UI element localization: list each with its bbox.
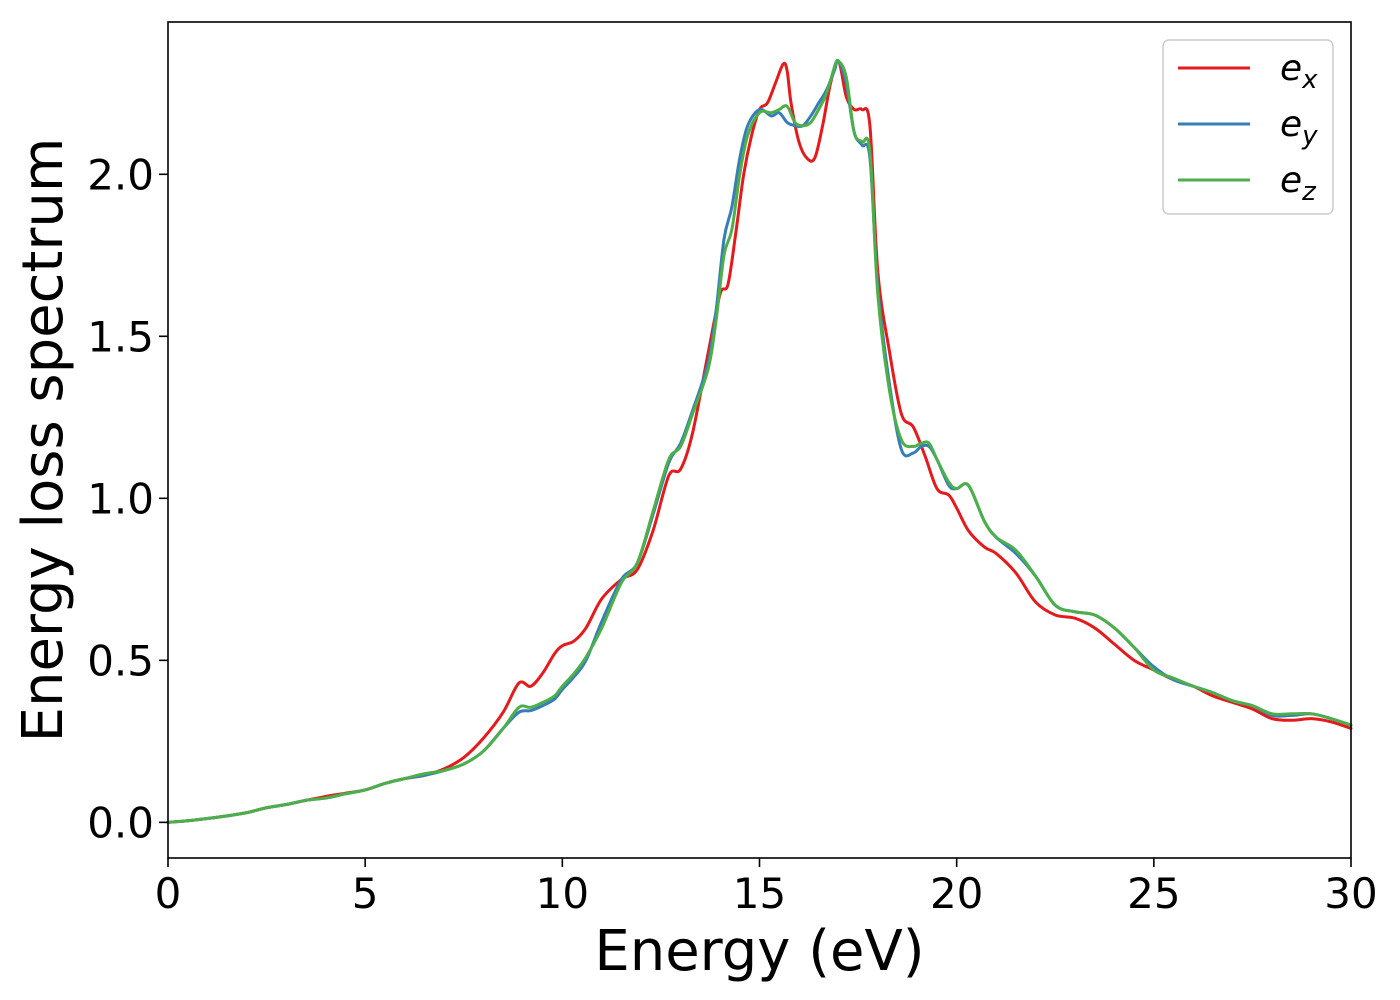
x-tick-label: 25 — [1127, 869, 1180, 918]
y-tick-label: 0.0 — [87, 798, 154, 847]
x-tick-label: 30 — [1324, 869, 1377, 918]
legend-label-x: ex — [1280, 48, 1318, 95]
y-tick-label: 1.5 — [87, 312, 154, 361]
x-axis-ticks: 0 5 10 15 20 25 30 — [155, 858, 1378, 918]
x-tick-label: 10 — [536, 869, 589, 918]
legend-box — [1162, 39, 1334, 215]
series-layer — [166, 58, 1353, 824]
x-tick-label: 0 — [155, 869, 182, 918]
x-tick-label: 5 — [352, 869, 379, 918]
y-axis-ticks: 0.0 0.5 1.0 1.5 2.0 — [87, 150, 168, 847]
legend-label-z: ez — [1280, 160, 1317, 207]
legend-label-subscript: x — [1301, 65, 1318, 95]
legend-label-subscript: y — [1301, 121, 1318, 151]
y-tick-label: 0.5 — [87, 636, 154, 685]
x-tick-label: 15 — [733, 869, 786, 918]
plot-background — [168, 22, 1351, 858]
x-axis-title: Energy (eV) — [594, 919, 924, 984]
legend-label-subscript: z — [1301, 177, 1317, 207]
y-tick-label: 2.0 — [87, 150, 154, 199]
x-tick-label: 20 — [930, 869, 983, 918]
y-tick-label: 1.0 — [87, 474, 154, 523]
series-line-z — [166, 58, 1353, 824]
legend-label-base: e — [1280, 160, 1302, 201]
legend-label-base: e — [1280, 48, 1302, 89]
y-axis-title: Energy loss spectrum — [11, 138, 76, 743]
legend-label-base: e — [1280, 104, 1302, 145]
legend-label-y: ey — [1280, 104, 1318, 151]
